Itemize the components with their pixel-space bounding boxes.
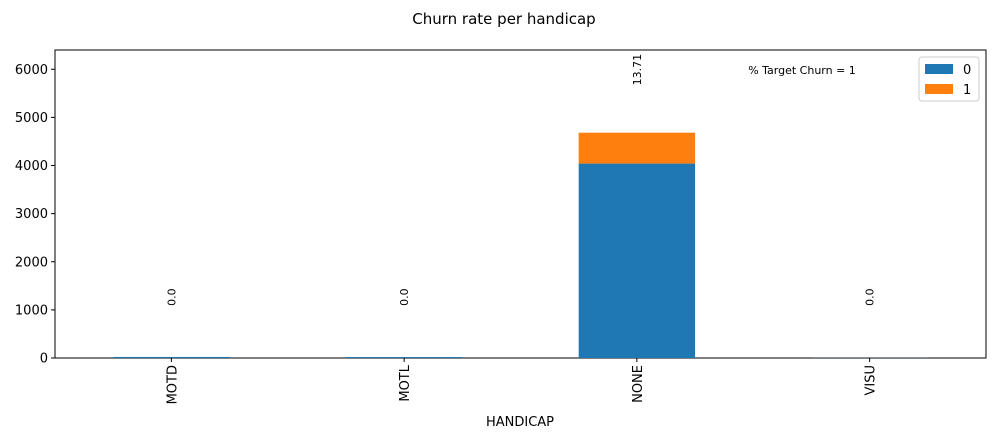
x-tick-label: MOTL [398,364,413,401]
x-tick-label: NONE [631,365,646,403]
legend-label-1: 1 [963,83,971,98]
bar-0-none [578,163,696,358]
annotations: 0.0 0.0 13.71 0.0 [165,54,876,306]
x-tick-label: MOTD [165,365,180,404]
plot-area [54,49,987,359]
y-tick-label: 4000 [15,159,48,174]
y-tick-label: 6000 [15,63,48,78]
chart-title: Churn rate per handicap [412,10,595,28]
legend-swatch-1 [925,84,953,94]
y-tick-label: 5000 [15,111,48,126]
plot-frame [54,49,987,359]
legend-swatch-0 [925,64,953,74]
bar-annotation: 0.0 [165,288,178,306]
y-tick-label: 0 [40,352,48,367]
y-tick-label: 1000 [15,303,48,318]
y-tick-label: 3000 [15,207,48,222]
y-tick-label: 2000 [15,255,48,270]
bar-annotation: 0.0 [864,288,877,306]
bar-1-none [578,132,696,164]
bar-annotation: 0.0 [398,288,411,306]
legend: 01 [918,56,980,102]
x-axis-label: HANDICAP [486,415,554,430]
x-axis: MOTD MOTL NONE VISU [165,358,879,404]
legend-label-0: 0 [963,63,971,78]
bar-annotation: 13.71 [631,54,644,86]
bars [113,132,928,358]
y-axis: 0 1000 2000 3000 4000 5000 6000 [15,63,55,367]
bar-0-motl [345,357,463,358]
annotation-note: % Target Churn = 1 [748,64,856,77]
bar-0-motd [113,356,230,358]
x-tick-label: VISU [864,365,879,396]
